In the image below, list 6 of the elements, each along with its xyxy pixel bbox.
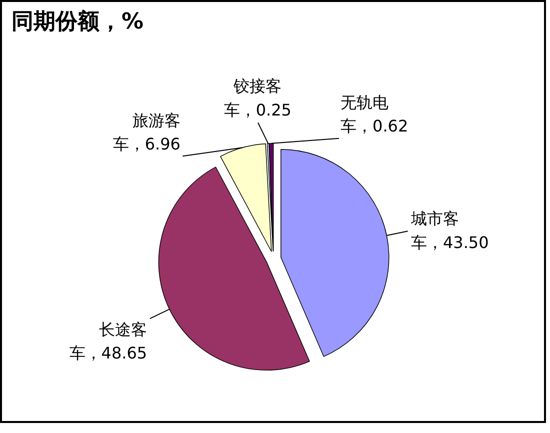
slice-label: 旅游客车，6.96	[112, 110, 180, 154]
slice-label: 无轨电车，0.62	[340, 92, 408, 136]
slice-label: 长途客车，48.65	[69, 320, 148, 363]
slice-label: 铰接客车，0.25	[224, 76, 292, 120]
slice-label: 城市客车，43.50	[410, 209, 489, 252]
chart-title: 同期份额，%	[12, 8, 144, 34]
